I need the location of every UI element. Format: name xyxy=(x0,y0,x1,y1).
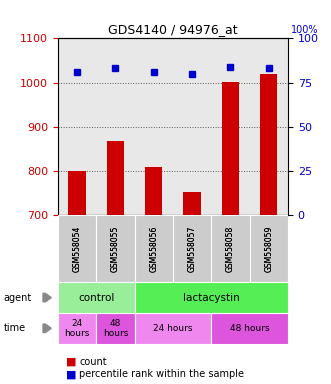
Text: GSM558057: GSM558057 xyxy=(188,225,197,272)
Text: 24 hours: 24 hours xyxy=(153,324,193,333)
Text: GSM558058: GSM558058 xyxy=(226,225,235,272)
Text: GSM558054: GSM558054 xyxy=(72,225,82,272)
Bar xyxy=(96,215,135,282)
Bar xyxy=(211,313,288,344)
Bar xyxy=(58,215,96,282)
Bar xyxy=(222,82,239,215)
Bar xyxy=(107,141,124,215)
Text: ■: ■ xyxy=(66,369,77,379)
Bar xyxy=(250,215,288,282)
Text: GSM558055: GSM558055 xyxy=(111,225,120,272)
Text: 100%: 100% xyxy=(291,25,319,35)
Bar xyxy=(173,215,211,282)
Bar xyxy=(58,313,96,344)
Text: GSM558059: GSM558059 xyxy=(264,225,273,272)
Bar xyxy=(145,167,163,215)
Text: GSM558058: GSM558058 xyxy=(226,225,235,272)
Text: 48
hours: 48 hours xyxy=(103,319,128,338)
Text: agent: agent xyxy=(3,293,31,303)
Bar xyxy=(135,215,173,282)
Bar xyxy=(260,74,277,215)
Bar xyxy=(135,282,288,313)
Bar xyxy=(58,282,135,313)
Text: control: control xyxy=(78,293,115,303)
Text: GSM558056: GSM558056 xyxy=(149,225,158,272)
Text: GSM558054: GSM558054 xyxy=(72,225,82,272)
Bar xyxy=(69,171,86,215)
Title: GDS4140 / 94976_at: GDS4140 / 94976_at xyxy=(108,23,238,36)
Text: GSM558057: GSM558057 xyxy=(188,225,197,272)
Text: percentile rank within the sample: percentile rank within the sample xyxy=(79,369,244,379)
Text: 24
hours: 24 hours xyxy=(65,319,90,338)
Text: count: count xyxy=(79,357,107,367)
Bar xyxy=(211,215,250,282)
Bar xyxy=(183,192,201,215)
Text: 48 hours: 48 hours xyxy=(230,324,269,333)
Text: GSM558056: GSM558056 xyxy=(149,225,158,272)
Bar xyxy=(135,313,211,344)
Text: ■: ■ xyxy=(66,357,77,367)
Text: GSM558059: GSM558059 xyxy=(264,225,273,272)
Text: lactacystin: lactacystin xyxy=(183,293,240,303)
Bar xyxy=(96,313,135,344)
Text: time: time xyxy=(3,323,25,333)
Text: GSM558055: GSM558055 xyxy=(111,225,120,272)
